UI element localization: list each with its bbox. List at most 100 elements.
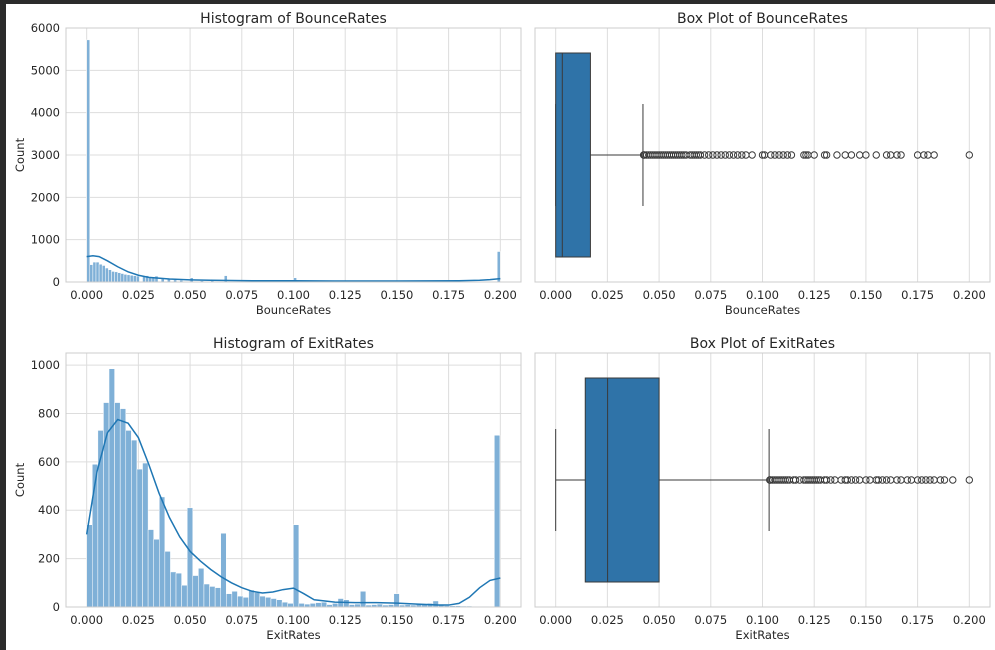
histogram-bar [108, 368, 115, 608]
histogram-bar [147, 529, 154, 608]
x-tick-label: 0.125 [329, 613, 362, 627]
outlier-point [866, 476, 874, 484]
y-tick-label: 200 [38, 552, 60, 566]
outlier-point [897, 476, 905, 484]
outlier-point [878, 476, 887, 484]
x-tick-label: 0.175 [432, 613, 465, 627]
outlier-point [742, 151, 750, 159]
outlier-point [965, 151, 974, 159]
histogram-bar [103, 402, 110, 608]
histogram-bar [101, 265, 106, 283]
histogram-bar [231, 591, 238, 608]
histogram-bar [192, 575, 199, 608]
y-tick-label: 6000 [31, 21, 60, 35]
x-tick-label: 0.175 [432, 288, 465, 302]
outlier-point [781, 476, 789, 484]
x-tick-label: 0.125 [329, 288, 362, 302]
histogram-bar [164, 551, 171, 608]
outlier-point [748, 151, 756, 159]
outlier-point [887, 151, 895, 159]
histogram-bar [114, 402, 121, 608]
outlier-point [887, 476, 895, 484]
x-tick-label: 0.150 [849, 288, 882, 302]
axes-frame [534, 27, 991, 283]
histogram-bar [259, 595, 266, 608]
outlier-point [924, 151, 932, 159]
outlier-point [771, 151, 779, 159]
outlier-point [800, 151, 808, 159]
x-axis-label: BounceRates [256, 303, 331, 317]
outlier-point [721, 151, 729, 159]
outlier-point [692, 151, 701, 159]
histogram-bar [360, 591, 367, 608]
x-tick-label: 0.025 [591, 613, 624, 627]
x-tick-label: 0.100 [746, 288, 779, 302]
box-iqr [584, 377, 660, 583]
outlier-point [893, 151, 901, 159]
x-tick-label: 0.025 [591, 288, 624, 302]
x-tick-label: 0.125 [798, 613, 831, 627]
x-axis-label: ExitRates [266, 628, 320, 642]
histogram-bar [170, 571, 177, 608]
x-tick-label: 0.000 [70, 288, 103, 302]
x-tick-label: 0.150 [380, 288, 413, 302]
y-tick-label: 0 [53, 600, 60, 614]
y-tick-label: 800 [38, 406, 60, 420]
outlier-point [862, 476, 870, 484]
histogram-bar [95, 261, 100, 283]
x-axis-label: ExitRates [735, 628, 789, 642]
x-tick-label: 0.075 [694, 613, 727, 627]
histogram-bar [98, 263, 103, 283]
outlier-point [903, 476, 911, 484]
histogram-bar [125, 430, 132, 608]
histogram-bar [119, 408, 127, 608]
outlier-point [700, 151, 709, 159]
histogram-bar [123, 274, 128, 283]
x-tick-label: 0.075 [225, 613, 258, 627]
histogram-bar [86, 39, 91, 283]
outlier-point [856, 476, 864, 484]
outlier-point [802, 151, 810, 159]
box-iqr [555, 52, 591, 258]
histogram-bar [111, 271, 115, 283]
outlier-point [930, 151, 938, 159]
outlier-point [922, 476, 930, 484]
histogram-bar [126, 274, 131, 283]
histogram-bar [154, 275, 159, 283]
outlier-point [843, 476, 851, 484]
y-tick-label: 1000 [31, 358, 60, 372]
x-tick-label: 0.025 [122, 288, 155, 302]
outlier-point [872, 151, 880, 159]
histogram-bar [181, 584, 188, 608]
outlier-point [893, 476, 901, 484]
x-tick-label: 0.050 [174, 613, 207, 627]
outlier-point [856, 151, 864, 159]
histogram-bar [343, 599, 350, 608]
x-tick-label: 0.200 [953, 288, 986, 302]
histogram-bar [129, 274, 134, 283]
outlier-point [940, 476, 949, 484]
outlier-point [930, 476, 938, 484]
outlier-point [833, 151, 841, 159]
histogram-bars [86, 368, 501, 608]
outlier-point [713, 151, 721, 159]
outlier-point [918, 476, 926, 484]
axes-frame [534, 352, 991, 608]
histogram-bar [132, 275, 137, 283]
y-axis-label: Count [13, 137, 27, 172]
outlier-point [847, 151, 856, 159]
histogram-bar [117, 272, 122, 283]
outlier-point [831, 476, 839, 484]
histogram-bar [315, 602, 322, 608]
subplot-4: Box Plot of ExitRates 0.000 0.025 0.050 0.07… [534, 336, 991, 642]
outlier-point [926, 476, 934, 484]
outlier-point [841, 151, 849, 159]
x-tick-label: 0.050 [643, 288, 676, 302]
outlier-point [678, 151, 686, 159]
outlier-point [738, 151, 746, 159]
x-tick-label: 0.025 [122, 613, 155, 627]
x-tick-label: 0.075 [225, 288, 258, 302]
outlier-point [882, 151, 891, 159]
outlier-point [827, 476, 835, 484]
outlier-point [913, 476, 922, 484]
